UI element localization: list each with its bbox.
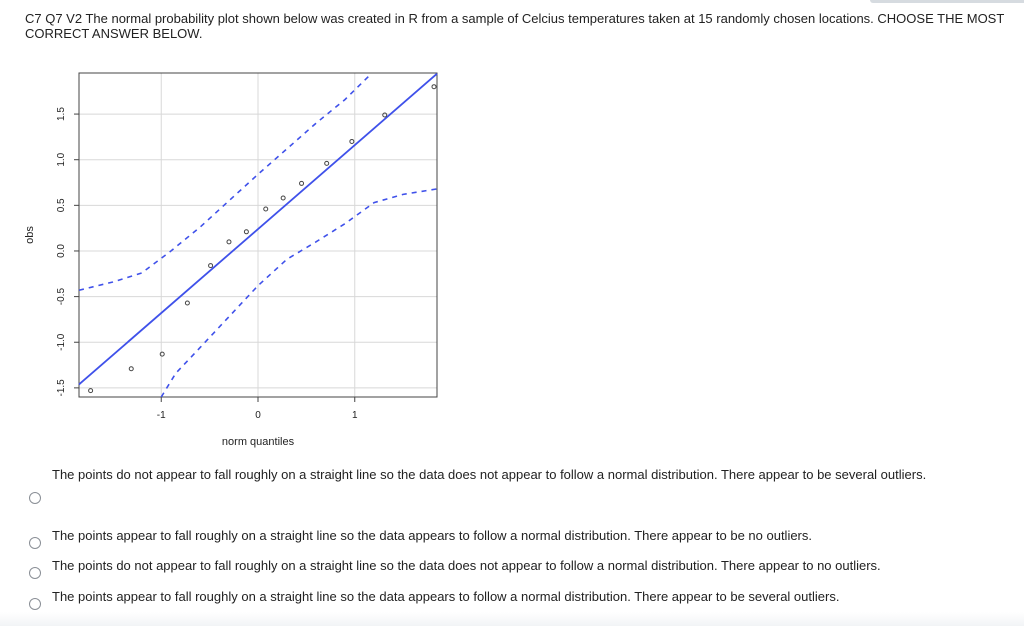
option-2-radio[interactable]: [29, 537, 41, 549]
reference-lines: [78, 73, 438, 386]
option-3-radio[interactable]: [29, 567, 41, 579]
y-tick-label: 0.5: [56, 198, 67, 212]
data-point: [280, 195, 286, 201]
option-1-text: The points do not appear to fall roughly…: [52, 467, 927, 482]
y-tick-label: -1.0: [56, 333, 67, 351]
data-point: [243, 229, 249, 235]
data-point: [263, 206, 269, 212]
data-point: [208, 263, 214, 269]
option-4-radio[interactable]: [29, 598, 41, 610]
y-tick-label: 1.5: [56, 107, 67, 121]
lower-confidence-band: [160, 188, 438, 398]
confidence-bands: [78, 75, 438, 398]
y-tick-label: -0.5: [56, 288, 67, 306]
data-point: [226, 239, 232, 245]
x-axis-label: norm quantiles: [222, 436, 295, 448]
data-point: [88, 388, 94, 394]
data-point: [299, 180, 305, 186]
x-tick-label: -1: [157, 410, 166, 421]
option-3-text: The points do not appear to fall roughly…: [52, 558, 881, 573]
option-2-text: The points appear to fall roughly on a s…: [52, 528, 812, 543]
x-tick-label: 0: [255, 410, 261, 421]
y-tick-label: 1.0: [56, 152, 67, 166]
data-point: [184, 300, 190, 306]
question-text: C7 Q7 V2 The normal probability plot sho…: [25, 11, 1005, 41]
option-1-radio[interactable]: [29, 492, 41, 504]
data-point: [159, 351, 165, 357]
data-point: [128, 366, 134, 372]
grid-lines: [79, 73, 437, 397]
top-edge-rule: [870, 0, 1024, 3]
y-tick-label: -1.5: [56, 379, 67, 397]
y-axis-label: obs: [24, 226, 36, 244]
x-tick-label: 1: [352, 410, 358, 421]
option-4-text: The points appear to fall roughly on a s…: [52, 589, 840, 604]
axes: -1 0 1 -1.5 -1.0 -0.5 0.0 0.5 1.0 1.5: [56, 107, 358, 421]
reference-line: [78, 73, 438, 386]
data-point: [324, 160, 330, 166]
y-tick-label: 0.0: [56, 244, 67, 258]
bottom-band: [0, 612, 1024, 626]
data-points: [88, 84, 437, 394]
data-point: [349, 138, 355, 144]
data-point: [382, 112, 388, 118]
data-point: [431, 84, 437, 90]
